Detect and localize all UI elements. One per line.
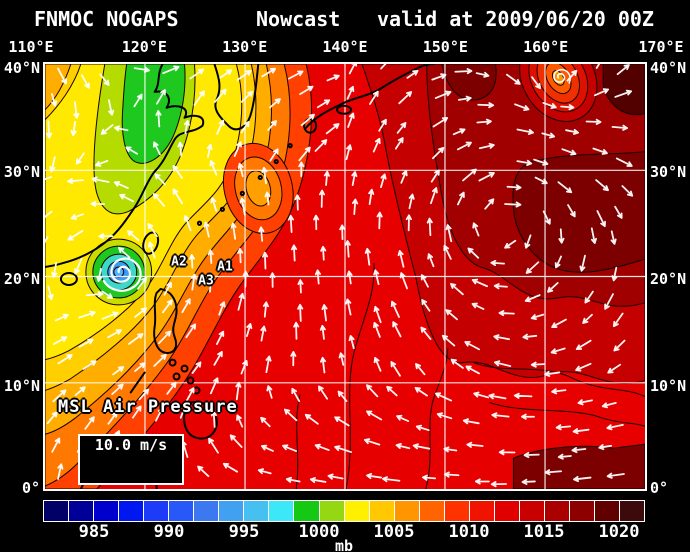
colorbar-unit: mb — [334, 537, 354, 552]
lat-label-right-1: 30°N — [650, 163, 687, 181]
colorbar-segment-17 — [469, 501, 494, 521]
colorbar-tick-6: 1015 — [523, 522, 565, 542]
colorbar-segment-4 — [144, 501, 169, 521]
lon-label-0: 110°E — [8, 38, 54, 56]
colorbar-segment-10 — [294, 501, 319, 521]
colorbar-segment-23 — [620, 501, 645, 521]
colorbar-segment-19 — [519, 501, 544, 521]
wind-scale-legend: 10.0 m/s — [78, 434, 184, 485]
valid-time: valid at 2009/06/20 00Z — [377, 7, 654, 31]
colorbar-segment-3 — [119, 501, 144, 521]
colorbar-segment-15 — [419, 501, 444, 521]
colorbar-tick-7: 1020 — [598, 522, 640, 542]
pressure-field-plot — [45, 64, 645, 489]
marker-a1: A1 — [217, 259, 233, 275]
lat-label-left-4: 0° — [21, 479, 40, 497]
lat-label-right-2: 20°N — [650, 270, 687, 288]
colorbar-segment-12 — [344, 501, 369, 521]
colorbar-segment-9 — [269, 501, 294, 521]
map-panel: MSL Air Pressure A2 A1 A3 10.0 m/s — [43, 62, 647, 491]
lon-label-4: 150°E — [422, 38, 468, 56]
cyclone-spiral-icon — [102, 68, 571, 292]
lat-label-right-0: 40°N — [650, 59, 687, 77]
colorbar-tick-0: 985 — [78, 522, 110, 542]
colorbar-tick-4: 1005 — [373, 522, 415, 542]
colorbar-segment-21 — [569, 501, 595, 521]
lon-label-6: 170°E — [638, 38, 684, 56]
lat-label-right-3: 10°N — [650, 377, 687, 395]
colorbar-segment-20 — [544, 501, 569, 521]
colorbar-segment-14 — [394, 501, 419, 521]
lat-label-left-1: 30°N — [3, 163, 40, 181]
colorbar-tick-1: 990 — [153, 522, 185, 542]
wind-scale-value: 10.0 m/s — [94, 436, 168, 454]
colorbar-segment-22 — [595, 501, 620, 521]
pressure-colorbar — [43, 500, 645, 522]
marker-a2: A2 — [171, 254, 187, 270]
marker-a3: A3 — [198, 273, 214, 289]
colorbar-segment-0 — [44, 501, 69, 521]
field-label: MSL Air Pressure — [58, 397, 238, 417]
colorbar-tick-5: 1010 — [448, 522, 490, 542]
lat-label-left-2: 20°N — [3, 270, 40, 288]
lat-label-right-4: 0° — [650, 479, 669, 497]
colorbar-segment-2 — [94, 501, 119, 521]
lat-label-left-0: 40°N — [3, 59, 40, 77]
product-title: FNMOC NOGAPS — [34, 7, 179, 31]
colorbar-segment-16 — [444, 501, 469, 521]
colorbar-segment-13 — [369, 501, 394, 521]
forecast-mode: Nowcast — [256, 7, 341, 31]
lon-label-2: 130°E — [222, 38, 268, 56]
colorbar-segment-1 — [69, 501, 94, 521]
lon-label-5: 160°E — [523, 38, 569, 56]
wind-scale-arrow-icon — [0, 457, 431, 483]
colorbar-segment-18 — [494, 501, 519, 521]
colorbar-segment-11 — [319, 501, 344, 521]
isobar-contours — [295, 263, 645, 489]
lon-label-1: 120°E — [121, 38, 167, 56]
colorbar-segment-7 — [219, 501, 244, 521]
colorbar-segment-8 — [244, 501, 269, 521]
colorbar-ticks: 985 990 995 1000 1005 1010 1015 1020 — [44, 522, 644, 542]
lat-label-left-3: 10°N — [3, 377, 40, 395]
colorbar-segment-5 — [169, 501, 194, 521]
colorbar-tick-3: 1000 — [298, 522, 340, 542]
lon-label-3: 140°E — [322, 38, 368, 56]
colorbar-tick-2: 995 — [228, 522, 260, 542]
colorbar-segment-6 — [194, 501, 219, 521]
